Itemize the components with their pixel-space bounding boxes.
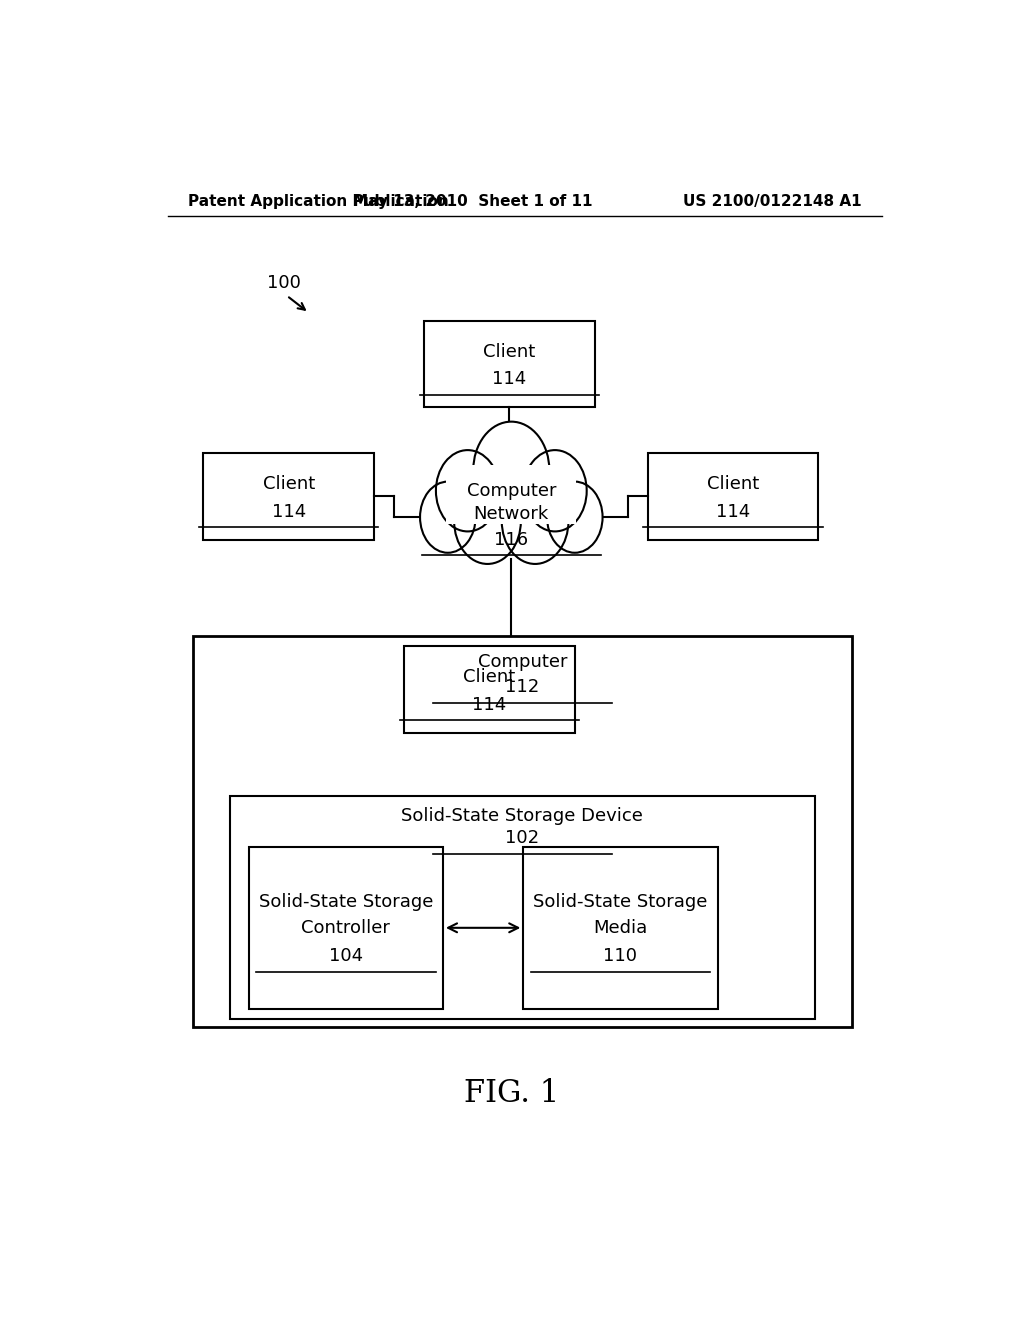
Text: 114: 114 [271, 503, 306, 520]
Text: US 2100/0122148 A1: US 2100/0122148 A1 [683, 194, 862, 209]
Text: Solid-State Storage Device: Solid-State Storage Device [401, 807, 643, 825]
Text: Media: Media [593, 919, 647, 937]
Bar [523, 846, 718, 1008]
Circle shape [502, 479, 568, 564]
Bar [229, 796, 815, 1019]
Circle shape [420, 482, 475, 553]
Bar [424, 321, 595, 408]
Text: Client: Client [483, 343, 536, 362]
Bar [648, 453, 818, 540]
Text: Network: Network [474, 506, 549, 523]
Text: 114: 114 [493, 371, 526, 388]
Text: May 13, 2010  Sheet 1 of 11: May 13, 2010 Sheet 1 of 11 [353, 194, 593, 209]
Text: Controller: Controller [301, 919, 390, 937]
Text: FIG. 1: FIG. 1 [464, 1078, 559, 1109]
Text: 112: 112 [505, 678, 540, 696]
Circle shape [473, 421, 550, 519]
Text: 114: 114 [472, 696, 507, 714]
Text: Solid-State Storage: Solid-State Storage [259, 894, 433, 911]
Text: Solid-State Storage: Solid-State Storage [534, 894, 708, 911]
Text: 116: 116 [495, 531, 528, 549]
Circle shape [523, 450, 587, 532]
Text: Computer: Computer [477, 652, 567, 671]
Bar [204, 453, 374, 540]
Text: Patent Application Publication: Patent Application Publication [187, 194, 449, 209]
Bar [249, 846, 443, 1008]
Bar [404, 647, 574, 733]
Circle shape [436, 450, 500, 532]
Circle shape [547, 482, 602, 553]
Circle shape [455, 479, 521, 564]
Text: 102: 102 [506, 829, 540, 847]
Text: Client: Client [262, 475, 314, 494]
Text: 104: 104 [329, 948, 362, 965]
Text: Client: Client [707, 475, 759, 494]
Text: 114: 114 [716, 503, 751, 520]
Bar [194, 636, 852, 1027]
Text: Computer: Computer [467, 482, 556, 500]
Bar [446, 466, 577, 524]
Text: 110: 110 [603, 948, 637, 965]
Text: Client: Client [463, 668, 516, 686]
Text: 100: 100 [267, 275, 301, 293]
